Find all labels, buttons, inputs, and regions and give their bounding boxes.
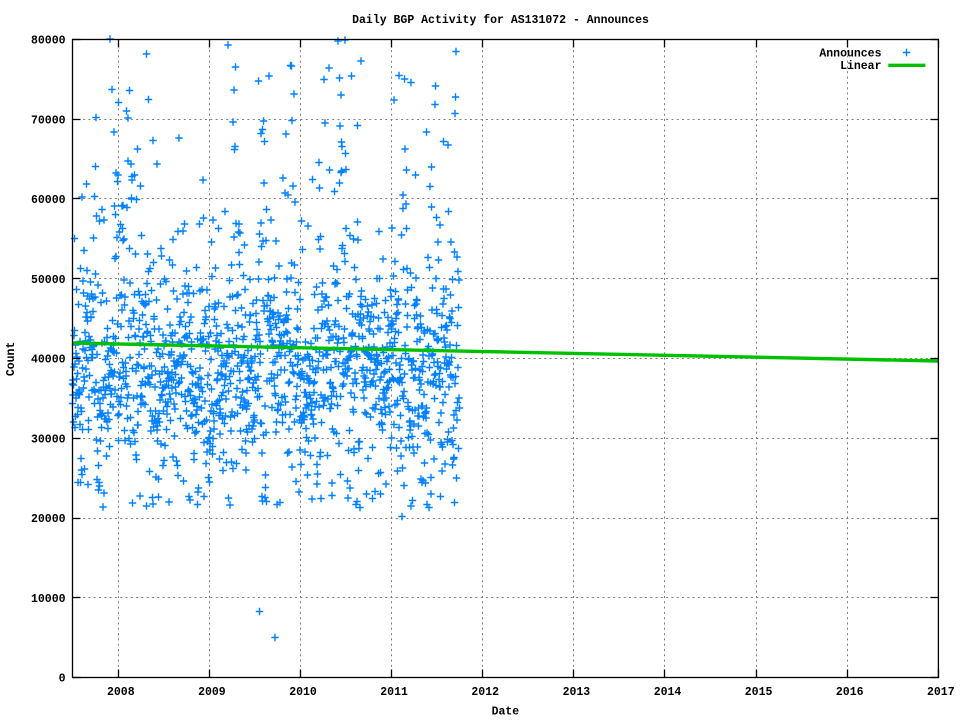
svg-text:80000: 80000 [31, 35, 66, 48]
svg-text:10000: 10000 [31, 593, 66, 606]
svg-text:2015: 2015 [745, 686, 773, 699]
svg-text:2012: 2012 [471, 686, 499, 699]
svg-text:20000: 20000 [31, 513, 66, 526]
svg-text:Date: Date [492, 706, 520, 719]
svg-text:Linear: Linear [840, 60, 882, 73]
svg-text:0: 0 [59, 673, 66, 686]
svg-text:60000: 60000 [31, 194, 66, 207]
svg-text:2016: 2016 [836, 686, 864, 699]
svg-text:2013: 2013 [563, 686, 591, 699]
svg-text:2009: 2009 [198, 686, 226, 699]
svg-text:2014: 2014 [654, 686, 682, 699]
svg-text:50000: 50000 [31, 274, 66, 287]
svg-text:2017: 2017 [927, 686, 955, 699]
svg-text:30000: 30000 [31, 433, 66, 446]
svg-text:2010: 2010 [289, 686, 317, 699]
svg-text:Daily BGP Activity for AS13107: Daily BGP Activity for AS131072 - Announ… [352, 14, 649, 27]
svg-text:2011: 2011 [380, 686, 408, 699]
svg-text:40000: 40000 [31, 354, 66, 367]
svg-text:2008: 2008 [107, 686, 135, 699]
svg-text:Count: Count [5, 342, 18, 377]
svg-text:Announces: Announces [819, 48, 881, 61]
svg-text:70000: 70000 [31, 115, 66, 128]
